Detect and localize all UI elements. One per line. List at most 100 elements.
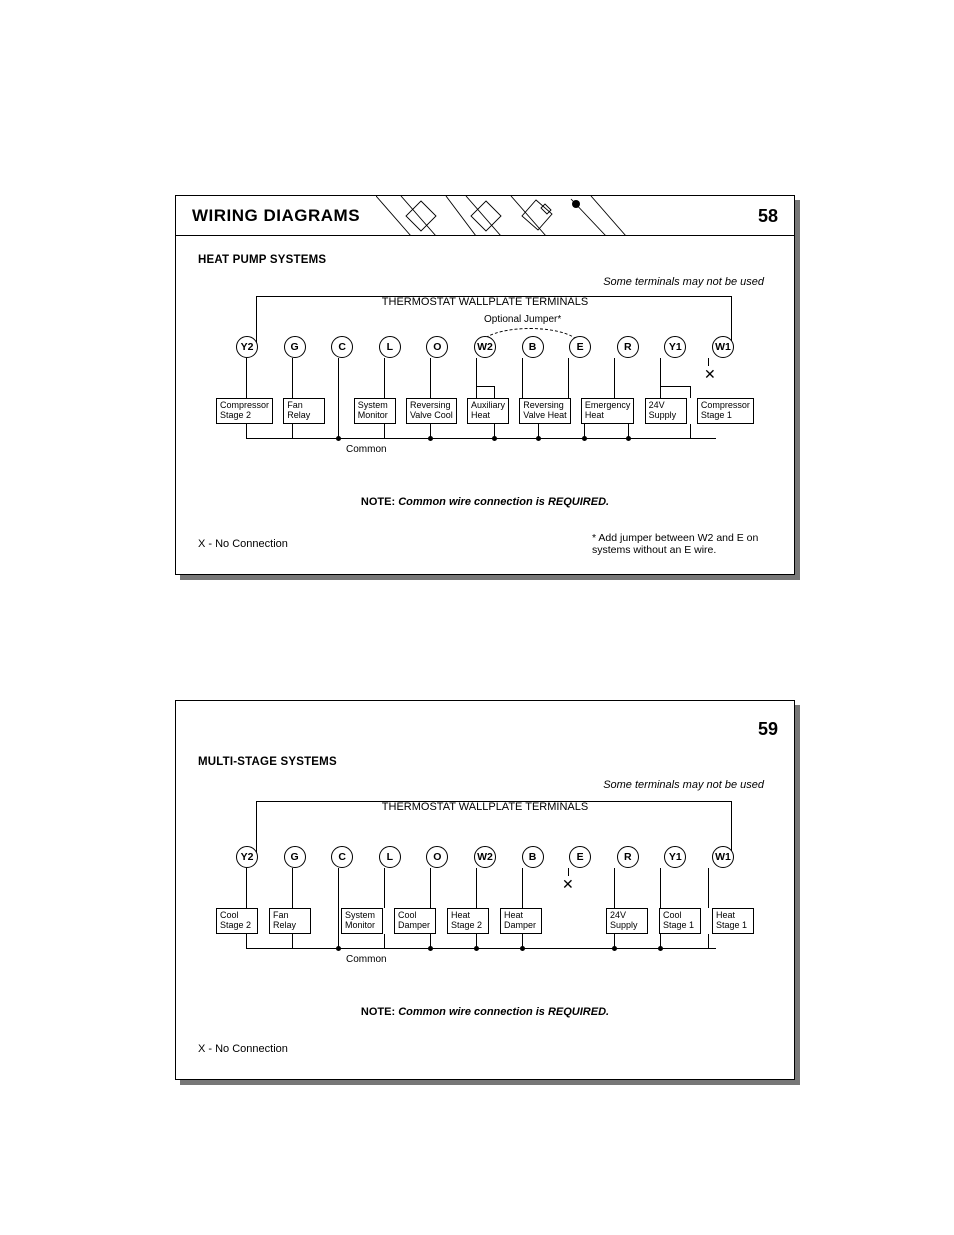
box-fan-relay: FanRelay (269, 908, 311, 934)
footer-jumper-note: * Add jumper between W2 and E on systems… (592, 532, 772, 556)
page-number: 58 (758, 206, 778, 227)
wire-y2 (246, 868, 247, 908)
drop-y1 (690, 424, 691, 438)
terminal-b: B (522, 846, 544, 868)
terminals-row: Y2 G C L O W2 B E R Y1 W1 (196, 336, 774, 358)
box-24v-supply: 24VSupply (645, 398, 687, 424)
wire-y1-jog-v (690, 386, 691, 398)
terminal-w2: W2 (474, 336, 496, 358)
w1-no-connect-mark: ✕ (704, 366, 716, 383)
drop-w1 (708, 934, 709, 948)
wire-w2-jog-v (494, 386, 495, 398)
footer-no-connection: X - No Connection (198, 1043, 288, 1055)
common-dot-c (336, 946, 341, 951)
wire-l (384, 868, 385, 908)
box-auxiliary-heat: AuxiliaryHeat (467, 398, 509, 424)
terminal-w1: W1 (712, 336, 734, 358)
terminals-title: THERMOSTAT WALLPLATE TERMINALS (382, 296, 588, 308)
box-heat-stage-1: HeatStage 1 (712, 908, 754, 934)
e-no-connect-mark: ✕ (562, 876, 574, 893)
terminal-y2: Y2 (236, 846, 258, 868)
common-bus (246, 948, 716, 949)
wire-o (430, 868, 431, 908)
terminal-o: O (426, 846, 448, 868)
panel-body: WIRING DIAGRAMS 58 HEAT PUMP SYSTEMS Som… (175, 195, 795, 575)
terminal-bracket (256, 296, 731, 297)
box-reversing-valve-heat: ReversingValve Heat (519, 398, 570, 424)
box-heat-stage-2: HeatStage 2 (447, 908, 489, 934)
box-cool-stage-2: CoolStage 2 (216, 908, 258, 934)
terminals-title: THERMOSTAT WALLPLATE TERMINALS (382, 801, 588, 813)
terminal-r: R (617, 336, 639, 358)
wire-w2 (476, 868, 477, 908)
common-bus (246, 438, 716, 439)
footer-no-connection: X - No Connection (198, 538, 288, 550)
drop-y2 (246, 934, 247, 948)
optional-jumper-label: Optional Jumper* (484, 314, 561, 325)
note-prefix: NOTE: (361, 496, 395, 508)
terminal-y1: Y1 (664, 846, 686, 868)
header-wiring-decor (376, 196, 636, 236)
terminal-c: C (331, 336, 353, 358)
diagram-heat-pump: Y2 G C L O W2 B E R Y1 W1 ✕ (196, 336, 774, 466)
panel-multi-stage: 59 MULTI-STAGE SYSTEMS Some terminals ma… (175, 700, 795, 1080)
box-reversing-valve-cool: ReversingValve Cool (406, 398, 457, 424)
box-fan-relay: FanRelay (283, 398, 325, 424)
section-label: HEAT PUMP SYSTEMS (198, 254, 326, 266)
wire-w2-jog-h (476, 386, 494, 387)
common-dot-4 (612, 946, 617, 951)
diagram-multi-stage: Y2 G C L O W2 B E R Y1 W1 ✕ (196, 846, 774, 976)
spacer-c (335, 398, 343, 424)
box-system-monitor: SystemMonitor (341, 908, 383, 934)
drop-l (384, 934, 385, 948)
wire-y2 (246, 358, 247, 398)
box-compressor-stage-1: CompressorStage 1 (697, 398, 754, 424)
wire-o (430, 358, 431, 398)
note-line: NOTE: Common wire connection is REQUIRED… (361, 1006, 609, 1018)
box-cool-stage-1: CoolStage 1 (659, 908, 701, 934)
wire-y1 (660, 868, 661, 908)
terminal-bracket (256, 801, 731, 802)
wire-y1-jog-h (660, 386, 690, 387)
wire-g (292, 358, 293, 398)
terminal-l: L (379, 336, 401, 358)
drop-g (292, 424, 293, 438)
wire-b (522, 868, 523, 908)
common-dot-2 (474, 946, 479, 951)
box-compressor-stage-2: CompressorStage 2 (216, 398, 273, 424)
note-prefix: NOTE: (361, 1006, 395, 1018)
common-dot-1 (428, 946, 433, 951)
common-dot-3 (536, 436, 541, 441)
note-line: NOTE: Common wire connection is REQUIRED… (361, 496, 609, 508)
page-number: 59 (758, 719, 778, 740)
terminal-w1: W1 (712, 846, 734, 868)
terminal-e: E (569, 336, 591, 358)
common-dot-5 (626, 436, 631, 441)
wire-w1 (708, 358, 709, 366)
terminal-y1: Y1 (664, 336, 686, 358)
wire-l (384, 358, 385, 398)
wire-e (568, 358, 569, 398)
terminal-b: B (522, 336, 544, 358)
section-label: MULTI-STAGE SYSTEMS (198, 756, 337, 768)
common-dot-1 (428, 436, 433, 441)
terminal-c: C (331, 846, 353, 868)
wire-b (522, 358, 523, 398)
panel-body: 59 MULTI-STAGE SYSTEMS Some terminals ma… (175, 700, 795, 1080)
wire-w1 (708, 868, 709, 908)
box-system-monitor: SystemMonitor (354, 398, 396, 424)
drop-y2 (246, 424, 247, 438)
terminal-g: G (284, 846, 306, 868)
common-dot-4 (582, 436, 587, 441)
wire-e (568, 868, 569, 876)
panel-heat-pump: WIRING DIAGRAMS 58 HEAT PUMP SYSTEMS Som… (175, 195, 795, 575)
spacer-e (553, 908, 595, 934)
terminal-w2: W2 (474, 846, 496, 868)
spacer-c (322, 908, 330, 934)
box-emergency-heat: EmergencyHeat (581, 398, 635, 424)
terminal-e: E (569, 846, 591, 868)
subnote: Some terminals may not be used (603, 779, 764, 791)
common-dot-c (336, 436, 341, 441)
terminal-r: R (617, 846, 639, 868)
wire-w2 (476, 358, 477, 398)
